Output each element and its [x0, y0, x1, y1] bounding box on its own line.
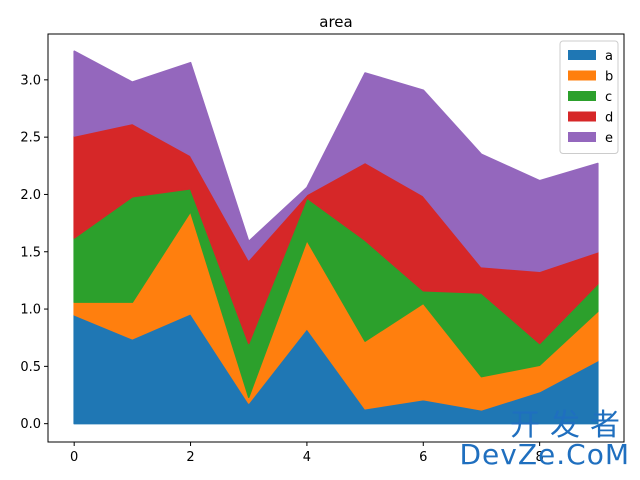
y-tick-label: 3.0 — [20, 73, 41, 88]
area-layers — [73, 50, 599, 425]
legend-label-d: d — [605, 111, 613, 126]
legend-label-a: a — [605, 49, 613, 64]
legend-label-e: e — [605, 131, 613, 146]
legend-swatch-c — [568, 91, 596, 101]
plot-frame — [47, 33, 625, 443]
x-tick-label: 2 — [186, 450, 194, 465]
area-series-e — [73, 50, 599, 272]
x-tick-label: 0 — [70, 450, 78, 465]
legend-swatch-b — [568, 70, 596, 81]
y-axis: 0.0 0.5 1.0 1.5 2.0 2.5 3.0 — [20, 73, 48, 432]
legend-label-b: b — [605, 70, 613, 85]
y-tick-label: 2.5 — [20, 131, 41, 146]
legend-swatch-d — [568, 111, 596, 122]
x-axis: 0 2 4 6 8 — [70, 442, 544, 465]
x-tick-label: 6 — [419, 450, 427, 465]
y-tick-label: 1.5 — [20, 245, 41, 260]
chart-title: area — [319, 13, 352, 31]
legend-label-c: c — [605, 90, 612, 105]
watermark: 开发者 DevZe.CoM — [459, 408, 630, 472]
y-tick-label: 0.0 — [20, 417, 41, 432]
y-tick-label: 1.0 — [20, 303, 41, 318]
legend-swatch-a — [568, 50, 596, 60]
legend-swatch-e — [568, 132, 596, 142]
watermark-cn-text: 开发者 — [510, 408, 630, 443]
watermark-en-text: DevZe.CoM — [459, 438, 630, 471]
x-tick-label: 4 — [303, 450, 311, 465]
y-tick-label: 2.0 — [20, 188, 41, 203]
y-tick-label: 0.5 — [20, 360, 41, 375]
x-tick-label: 8 — [535, 450, 543, 465]
